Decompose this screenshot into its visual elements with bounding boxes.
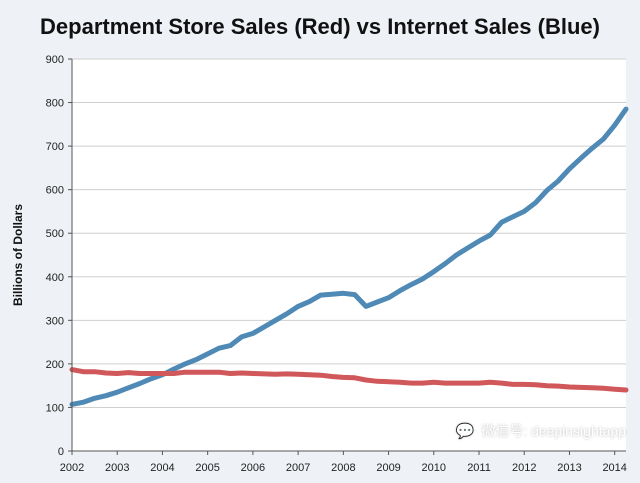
x-tick-label: 2011 — [467, 462, 491, 474]
y-tick-label: 600 — [46, 185, 64, 197]
y-tick-label: 700 — [46, 141, 64, 153]
x-tick-label: 2008 — [331, 462, 355, 474]
x-axis-ticks: 2002 2003 2004 2005 2006 2007 2008 2009 2010 2011… — [60, 451, 627, 474]
x-tick-label: 2007 — [286, 462, 310, 474]
chart-title: Department Store Sales (Red) vs Internet… — [40, 14, 600, 39]
y-tick-label: 100 — [46, 402, 64, 414]
x-tick-label: 2009 — [376, 462, 400, 474]
x-tick-label: 2010 — [422, 462, 446, 474]
y-tick-label: 800 — [46, 98, 64, 110]
y-tick-label: 300 — [46, 315, 64, 327]
watermark-text: 微信号: deepinsightapp — [481, 423, 626, 439]
x-tick-label: 2002 — [60, 462, 84, 474]
wechat-icon: 💬 — [455, 423, 475, 440]
y-tick-label: 900 — [46, 54, 64, 66]
plot-area — [72, 59, 626, 451]
x-tick-label: 2014 — [602, 462, 626, 474]
gridlines — [72, 58, 626, 408]
y-tick-label: 500 — [46, 228, 64, 240]
y-tick-label: 200 — [46, 359, 64, 371]
x-tick-label: 2003 — [105, 462, 129, 474]
x-tick-label: 2012 — [512, 462, 536, 474]
x-tick-label: 2005 — [195, 462, 219, 474]
series-layer — [69, 106, 629, 407]
watermark: 💬 微信号: deepinsightapp — [456, 421, 626, 441]
y-axis-title: Billions of Dollars — [11, 204, 25, 306]
y-tick-label: 400 — [46, 272, 64, 284]
y-axis-ticks: 0 100 200 300 400 500 600 700 800 900 — [46, 54, 72, 458]
y-tick-label: 0 — [58, 446, 64, 458]
x-tick-label: 2004 — [150, 462, 174, 474]
x-tick-label: 2006 — [241, 462, 265, 474]
department-store-sales-line — [69, 367, 629, 393]
x-tick-label: 2013 — [557, 462, 581, 474]
